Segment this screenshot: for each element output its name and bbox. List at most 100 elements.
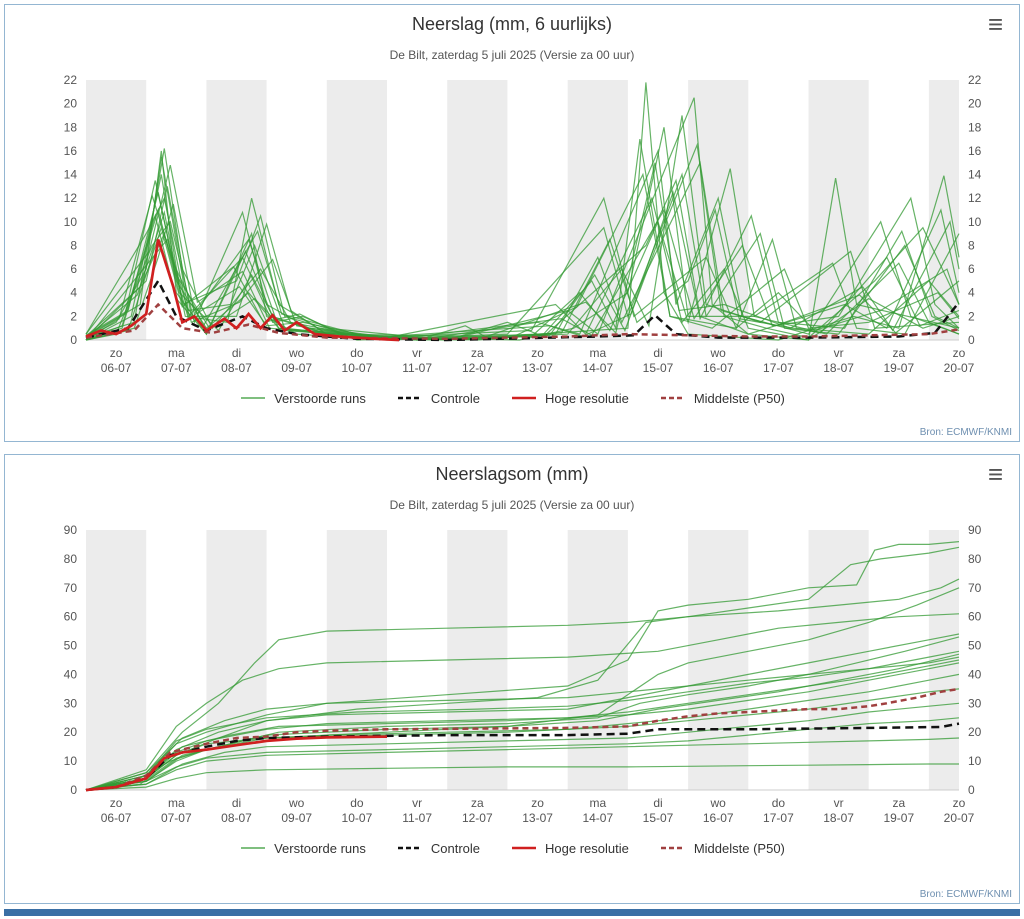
ensemble-run-line xyxy=(85,162,960,341)
y-tick-label-right: 2 xyxy=(968,309,975,323)
x-tick-day-label: vr xyxy=(834,346,844,360)
x-tick-day-label: za xyxy=(892,796,905,810)
y-tick-label-right: 50 xyxy=(968,639,982,653)
legend-item-label: Hoge resolutie xyxy=(545,840,629,856)
y-tick-label-right: 12 xyxy=(968,191,982,205)
legend-line-sample xyxy=(660,846,685,850)
x-tick-day-label: ma xyxy=(168,346,185,360)
ensemble-run-line xyxy=(85,717,960,791)
day-band xyxy=(206,80,267,340)
y-tick-label-left: 20 xyxy=(64,97,78,111)
x-tick-day-label: do xyxy=(772,346,786,360)
y-tick-label-right: 22 xyxy=(968,73,982,87)
y-tick-label-right: 20 xyxy=(968,97,982,111)
x-tick-date-label: 10-07 xyxy=(342,811,373,825)
ensemble-run-line xyxy=(85,142,960,341)
y-tick-label-right: 18 xyxy=(968,120,982,134)
x-tick-date-label: 17-07 xyxy=(763,361,794,375)
hamburger-menu-icon[interactable]: ≡ xyxy=(982,9,1009,39)
x-tick-date-label: 06-07 xyxy=(101,811,132,825)
y-tick-label-left: 0 xyxy=(70,333,77,347)
y-tick-label-right: 20 xyxy=(968,725,982,739)
ensemble-run-line xyxy=(85,178,960,341)
x-tick-date-label: 09-07 xyxy=(281,811,312,825)
next-panel-top-edge xyxy=(4,909,1020,916)
ensemble-run-line xyxy=(85,178,960,341)
day-band xyxy=(447,80,508,340)
x-tick-date-label: 07-07 xyxy=(161,811,192,825)
y-tick-label-left: 0 xyxy=(70,783,77,797)
chart-title: Neerslagsom (mm) xyxy=(435,464,589,484)
neerslagsom-chart: 0 0 10 10 20 20 30 30 40 40 50 50 60 60 70 70 80 80 90 90 zo… xyxy=(64,523,982,825)
chart-subtitle: De Bilt, zaterdag 5 juli 2025 (Versie za… xyxy=(389,498,635,512)
y-tick-label-left: 10 xyxy=(64,754,78,768)
x-tick-day-label: zo xyxy=(953,346,966,360)
x-tick-day-label: di xyxy=(653,346,662,360)
y-tick-label-right: 30 xyxy=(968,696,982,710)
x-tick-day-label: di xyxy=(653,796,662,810)
y-tick-label-left: 8 xyxy=(70,239,77,253)
x-tick-date-label: 19-07 xyxy=(883,811,914,825)
legend-line-sample xyxy=(397,846,422,850)
x-tick-date-label: 19-07 xyxy=(883,361,914,375)
legend-line-sample xyxy=(512,396,537,400)
day-band xyxy=(808,80,869,340)
legend-item-middelste-p50[interactable]: Middelste (P50) xyxy=(659,841,785,856)
x-tick-day-label: wo xyxy=(710,796,727,810)
y-tick-label-left: 60 xyxy=(64,610,78,624)
day-band xyxy=(808,530,869,790)
legend-item-middelste-p50[interactable]: Middelste (P50) xyxy=(659,391,785,406)
legend-item-hoge-resolutie[interactable]: Hoge resolutie xyxy=(510,841,629,856)
ensemble-run-line xyxy=(85,578,960,791)
hamburger-menu-icon[interactable]: ≡ xyxy=(982,459,1009,489)
ensemble-run-line xyxy=(85,613,960,791)
y-tick-label-left: 22 xyxy=(64,73,78,87)
x-tick-day-label: wo xyxy=(288,346,305,360)
panel-header: Neerslagsom (mm) ≡ xyxy=(5,455,1019,492)
x-tick-day-label: wo xyxy=(710,346,727,360)
y-tick-label-right: 6 xyxy=(968,262,975,276)
y-tick-label-left: 50 xyxy=(64,639,78,653)
y-tick-label-left: 12 xyxy=(64,191,78,205)
x-tick-date-label: 18-07 xyxy=(823,361,854,375)
x-tick-date-label: 20-07 xyxy=(944,811,975,825)
legend-item-controle[interactable]: Controle xyxy=(396,391,480,406)
x-tick-day-label: zo xyxy=(953,796,966,810)
y-tick-label-right: 90 xyxy=(968,523,982,537)
legend-item-label: Verstoorde runs xyxy=(274,390,366,406)
p50-line xyxy=(85,302,960,341)
x-tick-day-label: za xyxy=(471,796,484,810)
x-tick-day-label: za xyxy=(471,346,484,360)
y-tick-label-left: 2 xyxy=(70,309,77,323)
day-band xyxy=(86,530,147,790)
x-tick-day-label: zo xyxy=(110,346,123,360)
ensemble-run-line xyxy=(85,633,960,791)
y-tick-label-left: 18 xyxy=(64,120,78,134)
hires-line xyxy=(85,735,388,792)
day-band xyxy=(326,80,387,340)
legend-item-controle[interactable]: Controle xyxy=(396,841,480,856)
y-tick-label-right: 10 xyxy=(968,754,982,768)
x-tick-date-label: 13-07 xyxy=(522,811,553,825)
legend-item-hoge-resolutie[interactable]: Hoge resolutie xyxy=(510,391,629,406)
x-tick-day-label: di xyxy=(232,346,241,360)
x-tick-day-label: do xyxy=(350,346,364,360)
legend-item-verstoorde-runs[interactable]: Verstoorde runs xyxy=(239,841,366,856)
x-tick-day-label: do xyxy=(772,796,786,810)
legend-item-label: Controle xyxy=(430,390,481,406)
legend-item-label: Verstoorde runs xyxy=(274,840,366,856)
legend-item-label: Hoge resolutie xyxy=(545,390,629,406)
ensemble-run-line xyxy=(85,702,960,791)
x-tick-date-label: 12-07 xyxy=(462,811,493,825)
y-tick-label-right: 80 xyxy=(968,552,982,566)
y-tick-label-right: 10 xyxy=(968,215,982,229)
ensemble-run-line xyxy=(85,650,960,791)
y-tick-label-left: 70 xyxy=(64,581,78,595)
legend-line-sample xyxy=(660,396,685,400)
ensemble-run-line xyxy=(85,541,960,791)
x-tick-date-label: 17-07 xyxy=(763,811,794,825)
legend-item-verstoorde-runs[interactable]: Verstoorde runs xyxy=(239,391,366,406)
y-tick-label-right: 40 xyxy=(968,667,982,681)
x-tick-date-label: 11-07 xyxy=(402,361,432,375)
